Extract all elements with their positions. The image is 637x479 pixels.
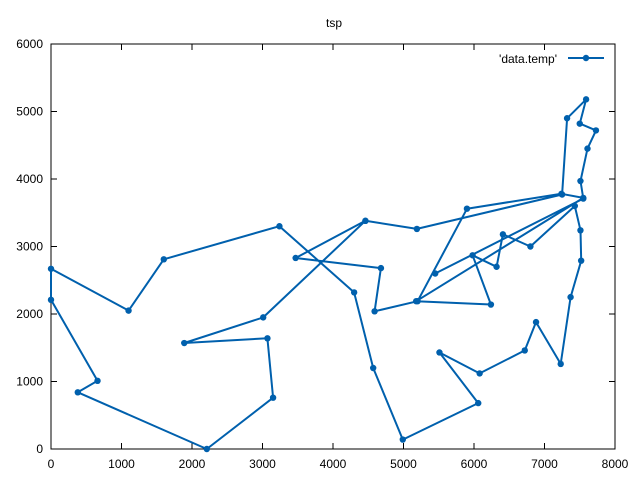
axis-ticks (50, 43, 616, 450)
data-point (362, 217, 369, 225)
data-point (582, 96, 590, 103)
data-point (563, 115, 571, 122)
data-point (577, 257, 585, 264)
y-tick-label: 4000 (16, 172, 43, 186)
y-tick-label: 5000 (16, 105, 43, 119)
y-tick-label: 1000 (16, 375, 43, 389)
data-point (577, 227, 584, 234)
data-point (571, 202, 579, 210)
data-point (399, 436, 406, 443)
legend-label: 'data.temp' (499, 52, 557, 66)
data-point (463, 205, 471, 212)
data-point (469, 252, 476, 259)
data-point (47, 296, 55, 304)
data-point (269, 394, 277, 401)
data-point (160, 256, 167, 263)
x-tick-label: 8000 (602, 457, 629, 471)
data-point (350, 289, 358, 296)
data-point (584, 145, 591, 152)
chart-title: tsp (326, 16, 342, 30)
x-tick-label: 2000 (179, 457, 206, 471)
x-tick-label: 7000 (531, 457, 558, 471)
data-point (475, 399, 482, 407)
data-point (436, 349, 443, 356)
y-tick-label: 3000 (16, 240, 43, 254)
data-point (276, 223, 283, 230)
data-point (264, 335, 271, 342)
data-point (499, 231, 507, 238)
data-point (413, 225, 421, 233)
data-point (369, 364, 377, 372)
data-point (432, 270, 439, 277)
x-tick-label: 5000 (390, 457, 417, 471)
y-tick-label: 6000 (16, 37, 43, 51)
data-point (577, 177, 584, 185)
data-point (181, 339, 188, 347)
data-point (94, 377, 101, 385)
data-point (580, 194, 587, 202)
data-point (125, 307, 132, 314)
data-point (476, 370, 483, 377)
data-point (377, 264, 385, 272)
data-point (532, 318, 540, 326)
data-point (47, 265, 55, 272)
x-tick-label: 6000 (461, 457, 488, 471)
data-point (487, 301, 495, 308)
y-tick-label: 2000 (16, 307, 43, 321)
data-point (576, 120, 583, 127)
x-tick-label: 3000 (249, 457, 276, 471)
data-point (74, 389, 81, 396)
data-point (292, 254, 299, 262)
data-point (567, 293, 574, 301)
x-tick-label: 0 (48, 457, 55, 471)
y-tick-label: 0 (36, 442, 43, 456)
data-point (371, 308, 378, 315)
series-line (50, 98, 597, 450)
data-point (558, 190, 565, 198)
data-point (412, 297, 420, 305)
data-point (493, 263, 500, 270)
legend-marker-sample (582, 54, 590, 62)
axis-tick-labels: 0 1000 2000 3000 4000 5000 6000 7000 8000 0 1000 20… (16, 37, 628, 471)
legend: 'data.temp' (499, 52, 604, 66)
data-point (592, 127, 600, 134)
data-point (557, 360, 564, 368)
x-tick-label: 4000 (320, 457, 347, 471)
x-tick-label: 1000 (108, 457, 135, 471)
data-point (521, 347, 528, 354)
data-series (47, 96, 600, 453)
data-point (203, 445, 211, 453)
data-point (527, 243, 534, 250)
data-point (260, 314, 267, 321)
